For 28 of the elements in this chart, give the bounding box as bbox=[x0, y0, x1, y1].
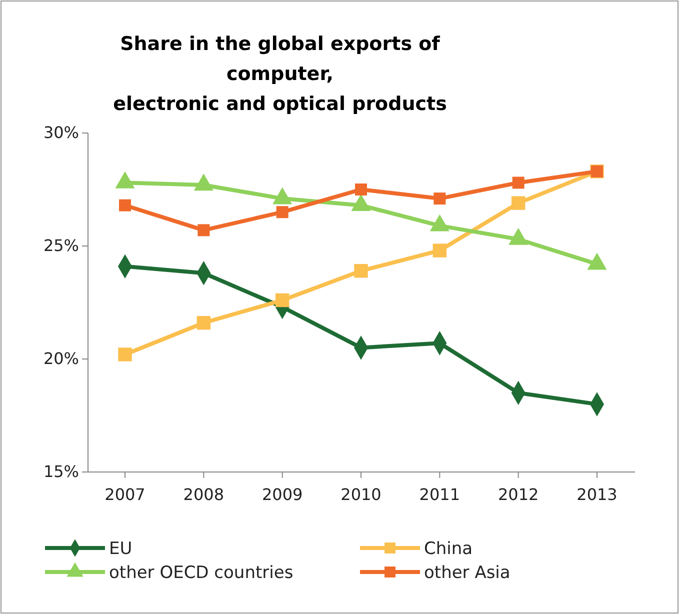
point bbox=[512, 176, 524, 189]
point bbox=[198, 224, 210, 236]
point bbox=[434, 192, 446, 205]
point bbox=[354, 264, 368, 278]
legend-label: EU bbox=[109, 539, 132, 559]
x-tick-label: 2013 bbox=[576, 485, 618, 504]
point bbox=[276, 206, 288, 218]
point bbox=[196, 316, 211, 330]
point bbox=[275, 293, 290, 308]
point bbox=[432, 244, 447, 258]
y-tick-label: 15% bbox=[43, 462, 79, 482]
y-tick-label: 25% bbox=[43, 236, 79, 256]
y-tick-label: 30% bbox=[43, 123, 79, 142]
y-tick-label: 20% bbox=[43, 349, 79, 368]
point bbox=[511, 196, 526, 210]
chart-title: Share in the global exports of computer, electronic and optical products bbox=[113, 33, 447, 115]
legend-label: other OECD countries bbox=[109, 563, 294, 583]
legend-label: other Asia bbox=[424, 563, 510, 583]
x-tick-label: 2007 bbox=[104, 485, 146, 504]
x-tick-label: 2009 bbox=[262, 485, 303, 504]
point bbox=[119, 199, 131, 212]
x-tick-label: 2012 bbox=[498, 485, 539, 504]
point bbox=[355, 184, 367, 196]
x-tick-label: 2010 bbox=[340, 485, 382, 504]
x-tick-label: 2008 bbox=[183, 485, 224, 504]
point bbox=[118, 348, 132, 362]
x-tick-label: 2011 bbox=[419, 485, 460, 504]
legend-label: China bbox=[424, 539, 473, 559]
